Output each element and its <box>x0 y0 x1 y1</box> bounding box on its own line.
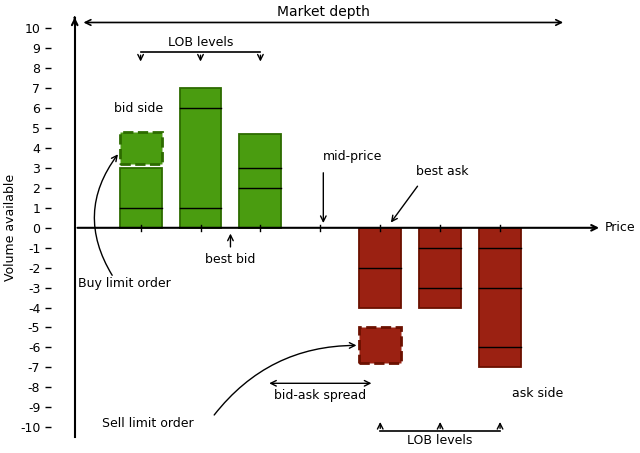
Text: Sell limit order: Sell limit order <box>102 417 193 429</box>
Bar <box>359 228 401 308</box>
Text: bid side: bid side <box>114 102 163 115</box>
Bar <box>239 134 282 228</box>
Text: bid-ask spread: bid-ask spread <box>275 389 366 402</box>
Text: Buy limit order: Buy limit order <box>77 277 170 290</box>
Bar <box>120 168 161 228</box>
Y-axis label: Volume available: Volume available <box>4 174 17 281</box>
Bar <box>359 328 401 363</box>
Text: LOB levels: LOB levels <box>408 434 473 447</box>
Bar <box>120 132 161 164</box>
Bar <box>419 228 461 308</box>
Bar <box>180 88 221 228</box>
Text: LOB levels: LOB levels <box>168 36 233 49</box>
Bar <box>479 228 521 367</box>
Text: mid-price: mid-price <box>323 149 383 163</box>
Text: Price: Price <box>605 222 636 234</box>
Text: best ask: best ask <box>416 165 468 178</box>
Text: best bid: best bid <box>205 253 255 266</box>
Text: ask side: ask side <box>512 387 563 400</box>
Text: Market depth: Market depth <box>277 5 370 19</box>
